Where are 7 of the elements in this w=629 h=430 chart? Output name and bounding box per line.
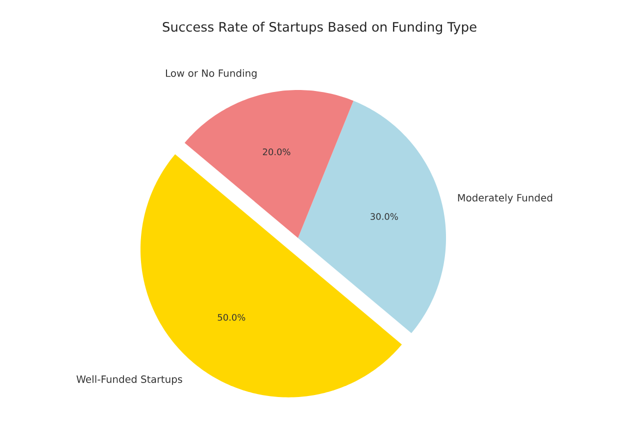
data-label: 50.0% <box>218 314 246 321</box>
slice-label: Low or No Funding <box>166 69 257 79</box>
data-label: 30.0% <box>370 213 398 220</box>
slice-label: Well-Funded Startups <box>76 375 182 385</box>
data-label: 20.0% <box>262 148 290 156</box>
chart-title: Success Rate of Startups Based on Funding Type <box>162 22 476 34</box>
slice-label: Moderately Funded <box>458 194 552 204</box>
